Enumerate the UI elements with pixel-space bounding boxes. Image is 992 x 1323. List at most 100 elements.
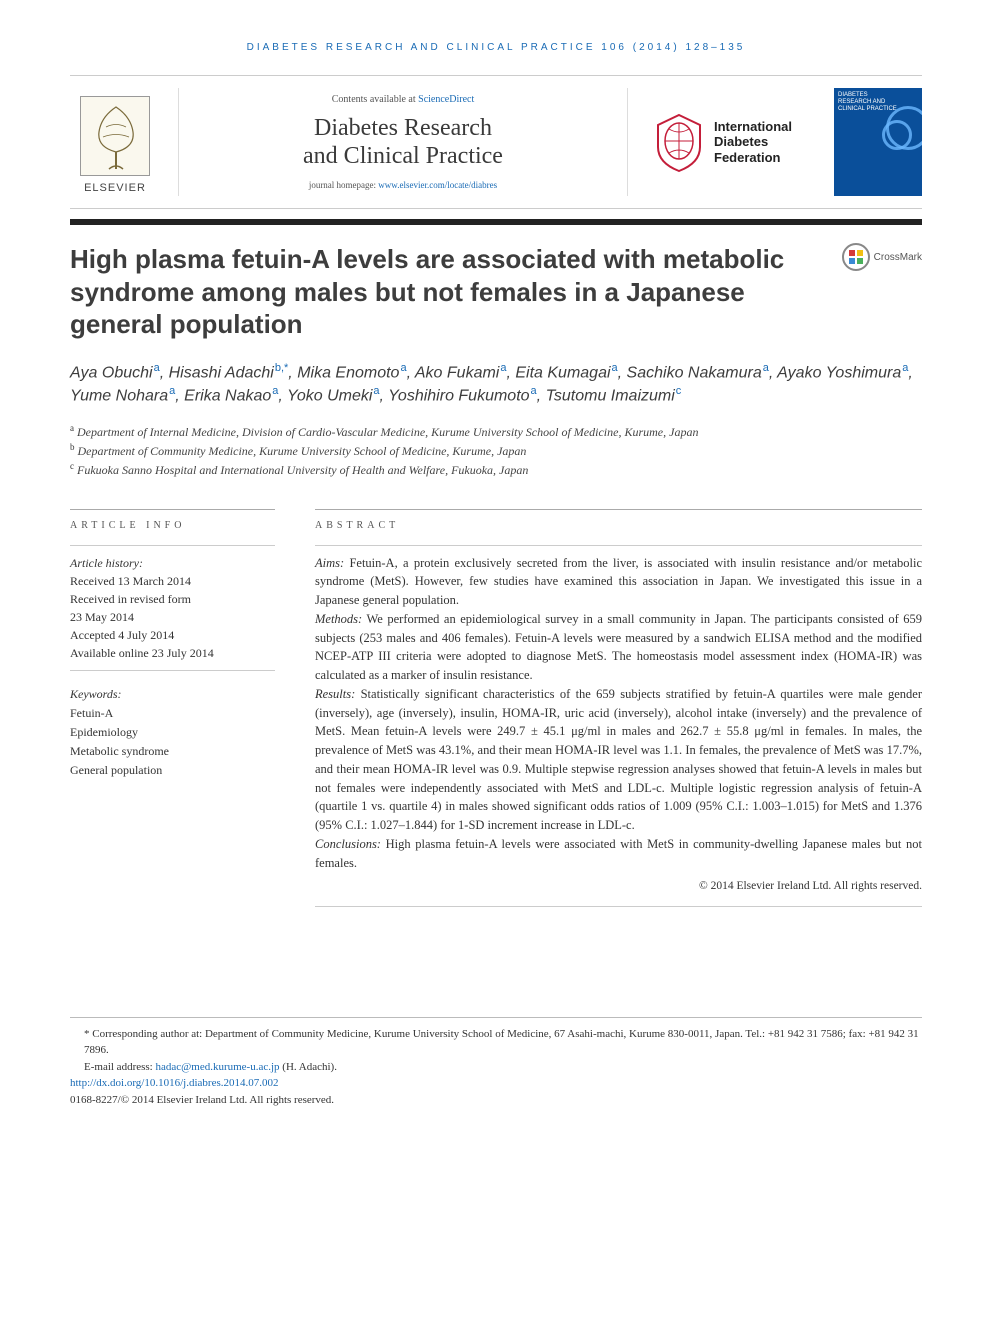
abstract: ABSTRACT Aims: Fetuin-A, a protein exclu… <box>315 509 922 907</box>
keywords-block: Keywords: Fetuin-AEpidemiologyMetabolic … <box>70 685 275 779</box>
keywords-list: Fetuin-AEpidemiologyMetabolic syndromeGe… <box>70 704 275 779</box>
idf-line1: International <box>714 119 792 135</box>
abstract-head: ABSTRACT <box>315 509 922 533</box>
methods-text: We performed an epidemiological survey i… <box>315 612 922 682</box>
crossmark-badge[interactable]: CrossMark <box>842 243 922 271</box>
author-affil-sup: a <box>901 362 908 374</box>
contents-available: Contents available at ScienceDirect <box>332 92 474 107</box>
idf-text: International Diabetes Federation <box>714 119 792 166</box>
methods-label: Methods: <box>315 612 362 626</box>
abstract-copyright: © 2014 Elsevier Ireland Ltd. All rights … <box>315 878 922 895</box>
author: Yoshihiro Fukumoto <box>388 387 529 404</box>
journal-cover-thumb: DIABETES RESEARCH AND CLINICAL PRACTICE <box>834 88 922 196</box>
affiliation: a Department of Internal Medicine, Divis… <box>70 422 922 441</box>
masthead-center: Contents available at ScienceDirect Diab… <box>178 88 628 196</box>
email-link[interactable]: hadac@med.kurume-u.ac.jp <box>155 1061 279 1073</box>
idf-logo-icon <box>652 111 706 173</box>
affiliations-block: a Department of Internal Medicine, Divis… <box>70 422 922 479</box>
keyword: General population <box>70 761 275 779</box>
doi-link[interactable]: http://dx.doi.org/10.1016/j.diabres.2014… <box>70 1075 922 1092</box>
keywords-label: Keywords: <box>70 685 275 703</box>
author: Aya Obuchi <box>70 364 153 381</box>
homepage-link[interactable]: www.elsevier.com/locate/diabres <box>378 180 497 190</box>
affiliation: c Fukuoka Sanno Hospital and Internation… <box>70 460 922 479</box>
elsevier-tree-icon <box>80 96 150 176</box>
abs-conclusions: Conclusions: High plasma fetuin-A levels… <box>315 835 922 873</box>
article-history: Article history: Received 13 March 2014 … <box>70 545 275 671</box>
history-accepted: Accepted 4 July 2014 <box>70 626 275 644</box>
affil-sup: c <box>70 461 74 471</box>
history-received: Received 13 March 2014 <box>70 572 275 590</box>
article-title: High plasma fetuin-A levels are associat… <box>70 243 824 341</box>
author: Tsutomu Imaizumi <box>546 387 675 404</box>
history-revised2: 23 May 2014 <box>70 608 275 626</box>
sciencedirect-link[interactable]: ScienceDirect <box>418 94 474 105</box>
idf-block: International Diabetes Federation <box>646 88 816 196</box>
author: Ayako Yoshimura <box>777 364 901 381</box>
author: Hisashi Adachi <box>169 364 274 381</box>
authors-block: Aya Obuchia, Hisashi Adachib,*, Mika Eno… <box>70 361 922 408</box>
author-affil-sup: a <box>530 385 537 397</box>
affiliation: b Department of Community Medicine, Kuru… <box>70 441 922 460</box>
email-who: (H. Adachi). <box>280 1061 337 1073</box>
crossmark-icon <box>842 243 870 271</box>
abstract-body: Aims: Fetuin-A, a protein exclusively se… <box>315 545 922 907</box>
idf-line2: Diabetes <box>714 134 792 150</box>
email-line: E-mail address: hadac@med.kurume-u.ac.jp… <box>84 1059 922 1076</box>
journal-name: Diabetes Research and Clinical Practice <box>303 115 503 170</box>
section-rule <box>70 219 922 225</box>
keyword: Epidemiology <box>70 723 275 741</box>
history-label: Article history: <box>70 554 275 572</box>
corresponding-author: * Corresponding author at: Department of… <box>84 1026 922 1059</box>
affil-sup: b <box>70 442 75 452</box>
author: Erika Nakao <box>184 387 271 404</box>
author-affil-sup: c <box>675 385 682 397</box>
history-revised1: Received in revised form <box>70 590 275 608</box>
author: Mika Enomoto <box>297 364 399 381</box>
author: Ako Fukami <box>415 364 499 381</box>
article-info-head: ARTICLE INFO <box>70 509 275 533</box>
journal-homepage: journal homepage: www.elsevier.com/locat… <box>309 179 497 193</box>
conclusions-label: Conclusions: <box>315 837 381 851</box>
abs-results: Results: Statistically significant chara… <box>315 685 922 835</box>
aims-text: Fetuin-A, a protein exclusively secreted… <box>315 556 922 608</box>
corr-text: Department of Community Medicine, Kurume… <box>84 1028 919 1057</box>
author-affil-sup: a <box>168 385 175 397</box>
masthead: ELSEVIER Contents available at ScienceDi… <box>70 75 922 209</box>
author: Yume Nohara <box>70 387 168 404</box>
cover-line1: DIABETES <box>838 92 918 99</box>
author-affil-sup: a <box>399 362 406 374</box>
author-affil-sup: b,* <box>274 362 288 374</box>
author: Yoko Umeki <box>287 387 372 404</box>
results-label: Results: <box>315 687 355 701</box>
email-label: E-mail address: <box>84 1061 155 1073</box>
aims-label: Aims: <box>315 556 344 570</box>
author-affil-sup: a <box>499 362 506 374</box>
results-text: Statistically significant characteristic… <box>315 687 922 832</box>
history-online: Available online 23 July 2014 <box>70 644 275 662</box>
info-abstract-row: ARTICLE INFO Article history: Received 1… <box>70 509 922 907</box>
issn-line: 0168-8227/© 2014 Elsevier Ireland Ltd. A… <box>70 1092 922 1109</box>
running-head: DIABETES RESEARCH AND CLINICAL PRACTICE … <box>70 40 922 55</box>
affil-sup: a <box>70 423 74 433</box>
author-affil-sup: a <box>372 385 379 397</box>
elsevier-logo-block: ELSEVIER <box>70 88 160 196</box>
corr-label: * Corresponding author at: <box>84 1028 202 1040</box>
keyword: Fetuin-A <box>70 704 275 722</box>
journal-name-line1: Diabetes Research <box>314 115 492 141</box>
author-affil-sup: a <box>762 362 769 374</box>
homepage-prefix: journal homepage: <box>309 180 378 190</box>
cover-ring2-icon <box>882 120 912 150</box>
keyword: Metabolic syndrome <box>70 742 275 760</box>
article-info: ARTICLE INFO Article history: Received 1… <box>70 509 275 907</box>
footer: * Corresponding author at: Department of… <box>70 1017 922 1109</box>
idf-line3: Federation <box>714 150 792 166</box>
author-affil-sup: a <box>271 385 278 397</box>
abs-methods: Methods: We performed an epidemiological… <box>315 610 922 685</box>
author: Sachiko Nakamura <box>627 364 762 381</box>
journal-name-line2: and Clinical Practice <box>303 143 503 169</box>
author-affil-sup: a <box>611 362 618 374</box>
crossmark-label: CrossMark <box>874 250 922 265</box>
author: Eita Kumagai <box>515 364 610 381</box>
contents-prefix: Contents available at <box>332 94 418 105</box>
